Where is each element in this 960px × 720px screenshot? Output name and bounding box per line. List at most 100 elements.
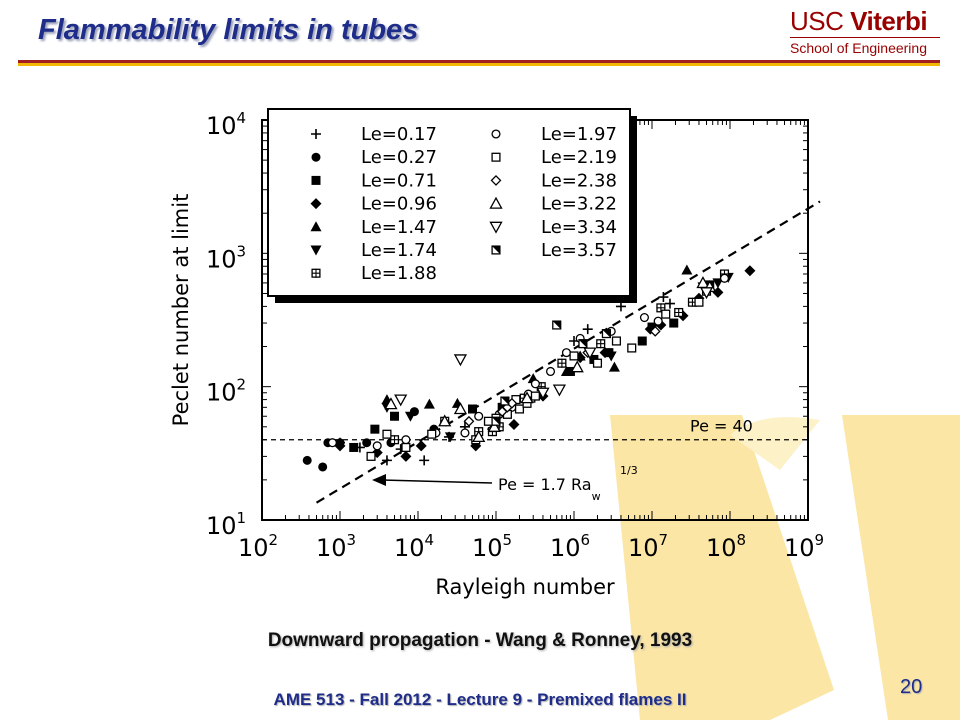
- marker-shape: [664, 298, 675, 309]
- data-point: [394, 394, 408, 407]
- marker-shape: [401, 435, 411, 445]
- series-le-3-57: [491, 320, 611, 426]
- series-le-3-34: [394, 287, 714, 407]
- data-point: [583, 347, 597, 360]
- marker-shape: [474, 411, 484, 421]
- legend-label: Le=2.38: [541, 170, 617, 191]
- data-point: [569, 351, 579, 361]
- legend-label: Le=2.19: [541, 147, 617, 168]
- marker-shape: [460, 428, 470, 438]
- power-law-exponent: 1/3: [620, 464, 638, 477]
- marker-shape: [570, 360, 584, 373]
- data-point: [389, 435, 400, 445]
- marker-shape: [327, 438, 337, 448]
- data-point: [560, 365, 572, 376]
- marker-shape: [599, 347, 611, 359]
- x-tick-label: 109: [784, 531, 824, 562]
- data-point: [415, 440, 427, 452]
- data-point: [444, 432, 456, 443]
- data-point: [669, 318, 679, 328]
- legend-label: Le=1.74: [361, 240, 437, 261]
- marker-shape: [372, 441, 382, 451]
- data-point: [468, 404, 478, 414]
- x-tick-label: 103: [316, 531, 356, 562]
- data-point: [570, 360, 584, 373]
- marker-shape: [489, 196, 503, 209]
- series-le-2-19: [366, 297, 704, 461]
- legend-label: Le=0.27: [361, 147, 437, 168]
- data-point: [349, 442, 359, 452]
- data-point: [592, 358, 603, 368]
- marker-shape: [712, 286, 724, 298]
- legend-marker: [490, 174, 502, 186]
- data-point: [608, 361, 620, 372]
- data-point: [605, 351, 617, 362]
- marker-shape: [552, 384, 567, 397]
- x-tick-label: 105: [472, 531, 512, 562]
- data-point: [390, 411, 400, 421]
- legend-marker: [311, 129, 321, 139]
- marker-shape: [400, 450, 412, 462]
- marker-shape: [334, 440, 346, 452]
- legend-label: Le=0.17: [361, 124, 437, 145]
- marker-shape: [468, 404, 478, 414]
- data-point: [658, 292, 669, 303]
- x-tick-label: 106: [550, 531, 590, 562]
- marker-shape-cross: [390, 435, 400, 445]
- marker-shape: [520, 391, 534, 404]
- power-law-label: Pe = 1.7 Raw: [498, 475, 601, 503]
- marker-shape: [310, 221, 322, 232]
- marker-shape: [669, 318, 679, 328]
- data-point: [565, 366, 575, 376]
- marker-shape: [561, 348, 571, 358]
- series-le-1-47: [381, 264, 693, 409]
- marker-shape: [699, 287, 714, 300]
- data-point: [627, 343, 637, 353]
- x-tick-label: 104: [394, 531, 434, 562]
- marker-shape: [615, 301, 626, 312]
- data-point: [699, 287, 714, 300]
- marker-shape: [483, 416, 493, 426]
- data-point: [596, 339, 606, 349]
- marker-shape: [489, 221, 503, 234]
- marker-shape: [427, 429, 437, 439]
- data-point: [712, 286, 724, 298]
- data-point: [536, 387, 550, 400]
- marker-shape: [463, 415, 475, 427]
- marker-shape: [508, 419, 520, 431]
- pe40-label: Pe = 40: [690, 417, 753, 436]
- data-point: [370, 424, 380, 434]
- x-tick-label: 102: [238, 531, 278, 562]
- marker-shape: [569, 351, 579, 361]
- x-axis-label: Rayleigh number: [435, 575, 615, 599]
- marker-shape: [404, 411, 416, 422]
- data-point: [601, 329, 611, 339]
- marker-shape: [310, 245, 322, 256]
- data-point: [674, 307, 684, 318]
- data-point: [327, 438, 337, 448]
- marker-shape: [653, 316, 663, 326]
- data-point: [404, 411, 416, 422]
- marker-shape: [453, 402, 468, 415]
- legend-marker: [310, 245, 322, 256]
- x-tick-label: 108: [706, 531, 746, 562]
- marker-shape: [681, 264, 693, 275]
- marker-shape: [384, 397, 398, 410]
- data-point: [637, 336, 647, 346]
- legend-box: [267, 108, 631, 297]
- flammability-chart: 102 103 104 105 106 107 108 109101102103104Rayl…: [169, 108, 824, 599]
- marker-shape-hatch: [578, 339, 588, 349]
- data-point: [318, 462, 328, 472]
- legend-marker: [491, 152, 501, 162]
- data-point: [302, 455, 312, 465]
- marker-shape: [415, 440, 427, 452]
- slide-title: Flammability limits in tubes: [38, 14, 419, 46]
- data-point: [552, 384, 567, 397]
- data-point: [382, 429, 392, 439]
- marker-shape: [349, 442, 359, 452]
- data-point: [599, 347, 611, 359]
- marker-shape: [401, 442, 411, 453]
- data-point: [578, 339, 588, 349]
- data-point: [530, 379, 540, 389]
